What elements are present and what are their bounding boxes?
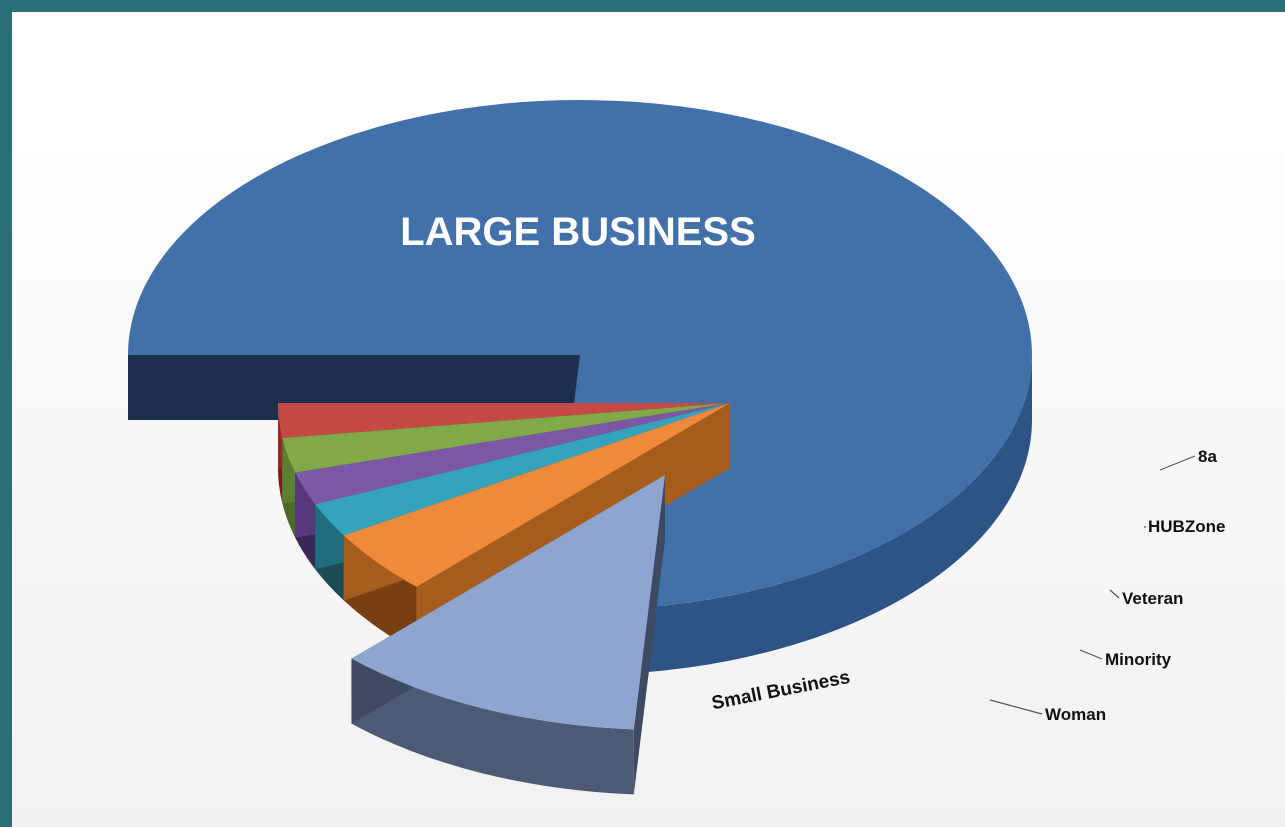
pie-slice-small-business [351, 475, 665, 795]
pie-slice-top [343, 403, 730, 587]
leader-line [1109, 589, 1120, 599]
pie-slice-top [295, 403, 730, 505]
pie-slice-top [351, 475, 665, 730]
pie-slice-wall [633, 475, 665, 795]
slice-label-woman: Woman [1045, 705, 1106, 724]
leader-line [989, 699, 1043, 715]
leader-line [1159, 455, 1196, 471]
slice-label-8a: 8a [1198, 447, 1217, 466]
slice-label-large-business: LARGE BUSINESS [400, 210, 756, 254]
slice-label-veteran: Veteran [1122, 589, 1183, 608]
slice-label-minority: Minority [1105, 650, 1172, 669]
pie-slice-top [128, 100, 1033, 611]
slice-label-hubzone: HUBZone [1148, 517, 1225, 536]
pie-slice-side [351, 658, 634, 795]
leader-line [1079, 649, 1103, 660]
slice-label-small-business: Small Business [710, 667, 852, 714]
pie-slice-top [282, 403, 730, 473]
pie-slice-top [315, 403, 730, 536]
pie-slice-top [278, 403, 730, 439]
